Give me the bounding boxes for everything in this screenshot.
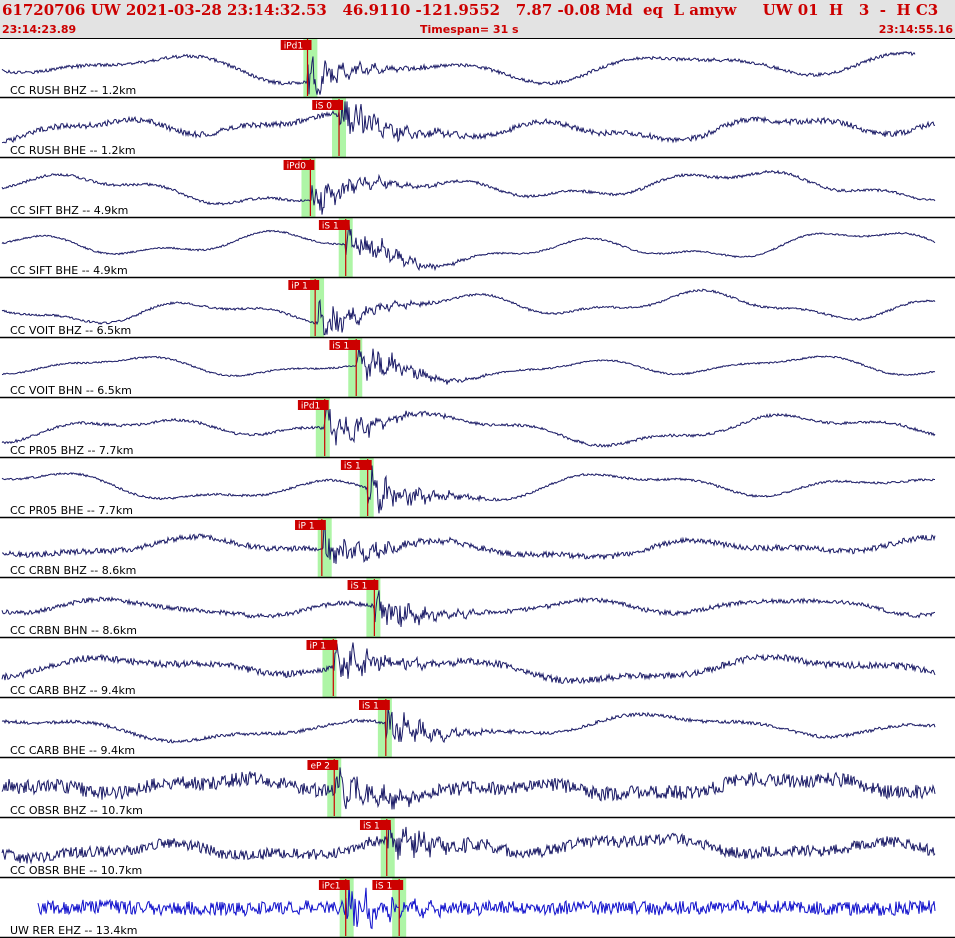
channel-label: CC OBSR BHE -- 10.7km: [10, 864, 142, 877]
pick-label: eP 2: [310, 762, 330, 772]
trace-panel[interactable]: [0, 98, 955, 158]
pick-label-box[interactable]: [359, 700, 390, 710]
trace-panel[interactable]: [0, 698, 955, 758]
trace-panel[interactable]: [0, 578, 955, 638]
pick-label-box[interactable]: [359, 820, 391, 830]
pick-label: iPd1: [284, 42, 303, 52]
pick-label: iS 1: [344, 462, 361, 472]
start-time: 23:14:23.89: [2, 23, 77, 36]
pick-label-box[interactable]: [306, 640, 338, 650]
waveform-trace: [1, 590, 936, 628]
waveform-trace: [2, 523, 936, 564]
pick-label-box[interactable]: [347, 580, 379, 590]
waveform-trace: [1, 169, 936, 215]
pick-label: iPd0: [287, 162, 307, 172]
waveform-panels[interactable]: iPd1 iS 0 iPd0 iS 1 iP 1 iS 1 iPd1 iS 1 iP 1 iS 1…: [0, 38, 955, 938]
trace-panel[interactable]: [0, 458, 955, 518]
pick-label-box[interactable]: [280, 40, 312, 50]
timespan-bar: 23:14:23.89 Timespan= 31 s 23:14:55.16: [0, 22, 955, 38]
trace-panel[interactable]: [0, 38, 955, 98]
p-window-band: [301, 158, 316, 218]
trace-panel[interactable]: [0, 638, 955, 698]
channel-label: CC OBSR BHZ -- 10.7km: [10, 804, 143, 817]
pick-label: iS 0: [315, 102, 332, 112]
pick-label-box[interactable]: [372, 880, 404, 890]
pick-label: iS 1: [363, 822, 380, 832]
p-window-band: [317, 518, 332, 578]
channel-label: CC PR05 BHE -- 7.7km: [10, 504, 133, 517]
pick-label: iPd1: [301, 402, 320, 412]
pick-label-box[interactable]: [329, 340, 361, 350]
event-header: 61720706 UW 2021-03-28 23:14:32.53 46.91…: [0, 0, 955, 22]
trace-panel[interactable]: [0, 158, 955, 218]
pick-label: iS 1: [351, 582, 368, 592]
waveform-trace: [1, 767, 936, 810]
channel-label: CC VOIT BHN -- 6.5km: [10, 384, 132, 397]
timespan-label: Timespan= 31 s: [420, 23, 519, 36]
waveform-trace: [37, 881, 936, 930]
pick-label: iS 1: [322, 222, 339, 232]
pick-label-box[interactable]: [295, 520, 326, 530]
pick-label: iS 1: [332, 342, 349, 352]
waveform-trace: [1, 223, 936, 272]
waveform-trace: [1, 708, 936, 744]
waveform-trace: [1, 101, 936, 144]
pick-label: iS 1: [362, 702, 379, 712]
waveform-trace: [1, 465, 935, 514]
pick-label-box[interactable]: [318, 880, 350, 890]
pick-label-box[interactable]: [288, 280, 320, 290]
trace-panel[interactable]: [0, 278, 955, 338]
pick-label: iP 1: [309, 642, 326, 652]
pick-label: iP 1: [298, 522, 315, 532]
waveform-trace: [1, 820, 936, 865]
event-summary-line: 61720706 UW 2021-03-28 23:14:32.53 46.91…: [2, 1, 955, 19]
waveform-trace: [1, 288, 936, 336]
channel-label: CC VOIT BHZ -- 6.5km: [10, 324, 131, 337]
pick-label-secondary: iS 1: [375, 882, 392, 892]
waveform-trace: [1, 345, 936, 385]
pick-label: iP 1: [291, 282, 308, 292]
channel-label: CC RUSH BHZ -- 1.2km: [10, 84, 136, 97]
waveform-trace: [1, 405, 936, 448]
pick-label-box[interactable]: [318, 220, 350, 230]
channel-label: CC PR05 BHZ -- 7.7km: [10, 444, 134, 457]
pick-label-box[interactable]: [340, 460, 372, 470]
trace-panel[interactable]: [0, 398, 955, 458]
pick-label-box[interactable]: [312, 100, 344, 110]
end-time: 23:14:55.16: [878, 23, 953, 36]
waveform-trace: [1, 51, 916, 95]
pick-label-box[interactable]: [283, 160, 315, 170]
pick-label: iPc1: [322, 882, 341, 892]
channel-label: CC CRBN BHN -- 8.6km: [10, 624, 137, 637]
trace-panel[interactable]: [0, 218, 955, 278]
pick-label-box[interactable]: [297, 400, 329, 410]
channel-label: UW RER EHZ -- 13.4km: [10, 924, 137, 937]
channel-label: CC CARB BHZ -- 9.4km: [10, 684, 136, 697]
waveform-trace: [1, 642, 936, 685]
channel-label: CC CARB BHE -- 9.4km: [10, 744, 135, 757]
channel-label: CC RUSH BHE -- 1.2km: [10, 144, 136, 157]
pick-label-box[interactable]: [307, 760, 339, 770]
channel-label: CC SIFT BHZ -- 4.9km: [10, 204, 128, 217]
trace-panel[interactable]: [0, 338, 955, 398]
channel-label: CC SIFT BHE -- 4.9km: [10, 264, 128, 277]
channel-label: CC CRBN BHZ -- 8.6km: [10, 564, 136, 577]
